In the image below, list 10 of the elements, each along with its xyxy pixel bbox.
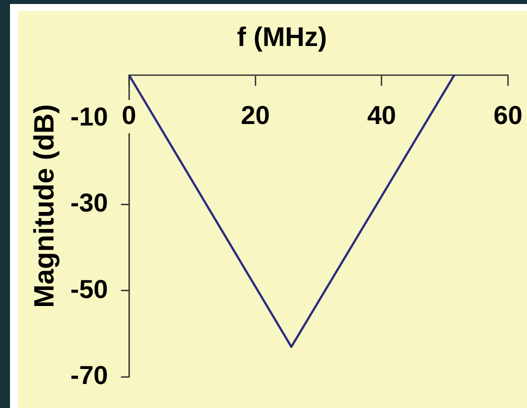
x-tick-label: 20 <box>240 100 270 130</box>
x-tick-label: 0 <box>122 100 136 130</box>
y-axis-title: Magnitude (dB) <box>28 104 60 308</box>
y-tick-label: -50 <box>70 274 108 304</box>
x-tick-label: 60 <box>494 100 522 130</box>
y-tick-label: -30 <box>70 188 108 218</box>
y-tick-label: -10 <box>70 101 108 132</box>
x-axis-title: f (MHz) <box>237 22 327 52</box>
x-tick-label: 40 <box>367 100 396 130</box>
y-tick-label: -70 <box>70 360 108 390</box>
